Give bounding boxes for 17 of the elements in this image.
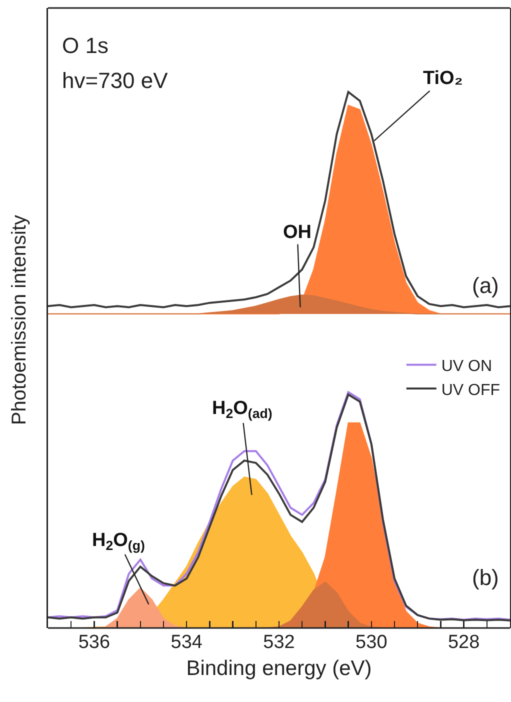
x-tick-label: 532 [263,632,295,653]
annotation: H$_{2}$O$_{(ad)}$ [212,398,272,421]
x-tick-label: 528 [448,632,480,653]
legend-label: UV OFF [441,382,500,399]
x-axis-title: Binding energy (eV) [186,657,372,680]
annotation: (b) [472,565,499,590]
annotation: H$_{2}$O$_{(g)}$ [92,530,145,553]
legend-label: UV ON [441,358,492,375]
annotation: (a) [472,273,499,298]
y-axis-title: Photoemission intensity [8,214,32,426]
annotation: OH [283,222,312,243]
annotation: hv=730 eV [62,68,168,93]
annotation: TiO₂ [423,68,463,89]
x-tick-label: 534 [170,632,203,653]
x-tick-label: 536 [78,632,110,653]
text: O 1s [62,33,108,58]
x-tick-label: 530 [356,632,388,653]
